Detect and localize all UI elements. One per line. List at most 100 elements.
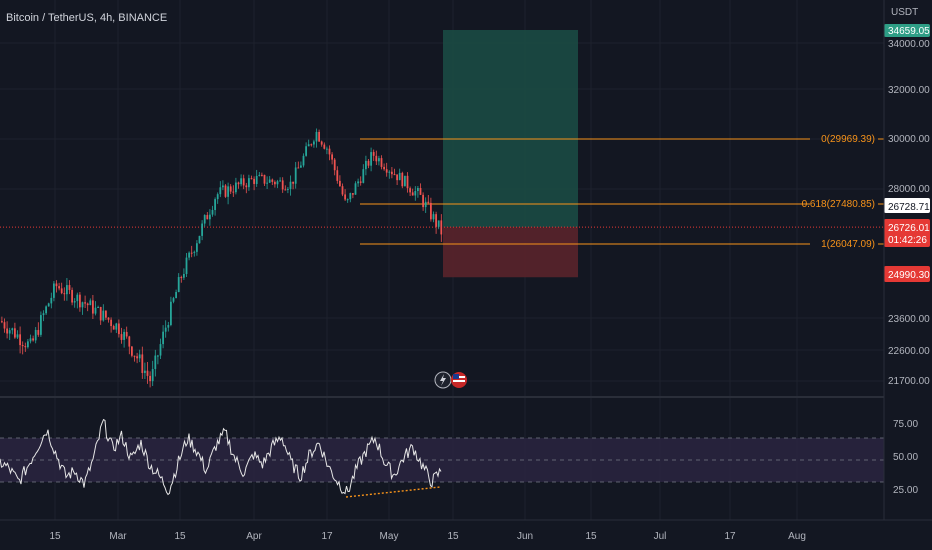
fib-retracement[interactable] <box>360 138 810 245</box>
candle <box>411 192 414 196</box>
price-tick: 30000.00 <box>888 134 930 145</box>
last-price-badge <box>884 198 930 213</box>
candle <box>3 322 6 329</box>
candle <box>115 323 118 330</box>
candle <box>357 181 359 184</box>
candle <box>346 199 349 201</box>
candle <box>34 329 37 341</box>
rsi-tick-25: 25.00 <box>893 485 918 496</box>
candle <box>255 175 258 184</box>
candle <box>224 185 227 197</box>
candle <box>419 187 422 195</box>
candle <box>73 301 76 303</box>
candle <box>352 193 354 195</box>
candle <box>404 175 406 187</box>
time-tick: 15 <box>174 531 186 542</box>
candle <box>81 302 84 308</box>
candle <box>232 191 235 193</box>
candle <box>339 180 341 187</box>
candle <box>154 355 157 370</box>
candle <box>21 345 24 347</box>
candle <box>365 160 367 170</box>
candle <box>177 277 180 293</box>
candle <box>391 171 393 175</box>
candle <box>123 331 125 340</box>
candle <box>190 252 193 254</box>
candle <box>37 329 40 335</box>
candle <box>146 370 149 376</box>
candle <box>313 141 315 145</box>
candle <box>261 174 263 176</box>
candle <box>53 283 55 298</box>
lightning-icon[interactable] <box>434 371 452 389</box>
candle <box>235 182 237 193</box>
candle <box>349 193 352 200</box>
candle <box>206 215 209 220</box>
stop-price-badge <box>884 266 930 282</box>
currency-label: USDT <box>891 7 918 18</box>
candle <box>84 302 86 304</box>
candle <box>32 338 34 341</box>
candle <box>341 186 344 195</box>
candle <box>292 181 294 184</box>
candle <box>209 214 211 220</box>
time-axis[interactable]: 15 Mar 15 Apr 17 May 15 Jun 15 Jul 17 Au… <box>49 531 805 542</box>
candle <box>268 179 271 183</box>
candle <box>331 154 333 160</box>
candle <box>118 323 120 335</box>
candle <box>14 328 16 338</box>
candle <box>102 310 105 321</box>
candle <box>414 190 417 196</box>
price-tick: 34000.00 <box>888 39 930 50</box>
candle <box>302 155 305 166</box>
candle <box>94 307 97 314</box>
profit-zone[interactable] <box>443 30 578 228</box>
countdown-text: 01:42:26 <box>888 235 927 246</box>
candle <box>336 170 339 181</box>
time-tick: 17 <box>724 531 736 542</box>
candle <box>136 356 138 359</box>
candle <box>125 331 128 337</box>
candle <box>289 181 292 189</box>
candle <box>128 336 131 347</box>
us-flag-icon[interactable] <box>451 372 467 388</box>
price-tick: 21700.00 <box>888 376 930 387</box>
candle <box>388 171 391 173</box>
price-tick: 28000.00 <box>888 184 930 195</box>
time-tick: Aug <box>788 531 806 542</box>
candle <box>398 172 401 181</box>
candle <box>196 243 198 252</box>
top-price-badge <box>884 24 930 37</box>
current-price-badge-text: 26726.01 <box>888 223 930 234</box>
candle <box>253 178 255 184</box>
candle <box>396 174 398 181</box>
candle <box>417 187 419 191</box>
time-tick: Mar <box>109 531 127 542</box>
time-tick: 15 <box>585 531 597 542</box>
candle <box>1 321 3 323</box>
candle <box>326 148 328 150</box>
candle <box>203 215 206 224</box>
candle <box>131 346 133 356</box>
candle <box>79 294 81 308</box>
candle <box>110 319 112 327</box>
symbol-title[interactable]: Bitcoin / TetherUS, 4h, BINANCE <box>6 12 167 24</box>
time-tick: Jun <box>517 531 533 542</box>
candle <box>201 223 203 236</box>
candle <box>175 292 177 299</box>
candle <box>157 355 159 357</box>
last-price-badge-text: 26728.71 <box>888 202 930 213</box>
candle <box>66 285 68 295</box>
candle <box>372 152 375 156</box>
time-tick: Jul <box>654 531 667 542</box>
candle <box>427 201 430 203</box>
candle <box>16 334 19 338</box>
fib-label-1: 1(26047.09) <box>821 239 875 250</box>
candle <box>198 235 201 244</box>
loss-zone[interactable] <box>443 227 578 278</box>
stop-price-badge-text: 24990.30 <box>888 270 930 281</box>
candle <box>8 330 11 334</box>
candle <box>222 185 224 188</box>
candle <box>237 182 240 185</box>
